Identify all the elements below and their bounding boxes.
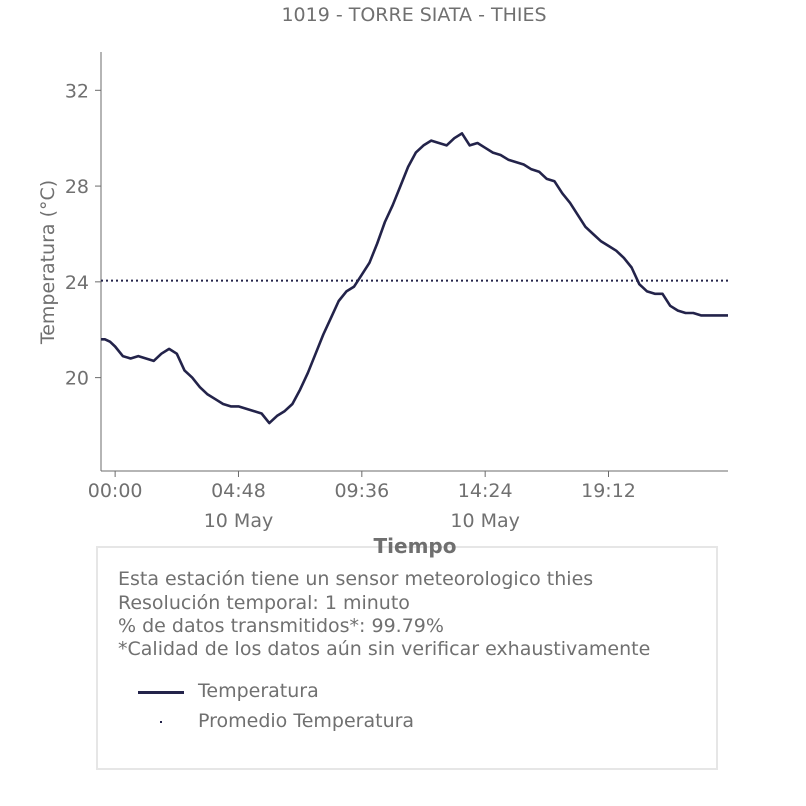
y-tick-label: 32 <box>65 80 89 102</box>
x-tick-label: 04:48 <box>211 480 266 502</box>
info-transmitted-text: % de datos transmitidos*: 99.79% <box>118 615 444 637</box>
info-resolution-text: Resolución temporal: 1 minuto <box>118 592 410 614</box>
info-quality-note: *Calidad de los datos aún sin verificar … <box>118 638 651 660</box>
y-tick-label: 24 <box>65 272 89 294</box>
y-axis-title: Temperatura (°C) <box>37 180 59 345</box>
chart-title: 1019 - TORRE SIATA - THIES <box>281 4 546 26</box>
x-tick-label: 14:24 <box>458 480 513 502</box>
info-sensor-text: Esta estación tiene un sensor meteorolog… <box>118 568 594 590</box>
legend-line-swatch <box>138 691 184 694</box>
legend-item-temperatura: Temperatura <box>198 680 319 702</box>
axes <box>100 52 728 472</box>
x-tick-label: 00:00 <box>88 480 143 502</box>
info-legend-box: Esta estación tiene un sensor meteorolog… <box>96 546 718 770</box>
x-tick-date-label: 10 May <box>204 510 274 532</box>
y-tick-label: 20 <box>65 368 89 390</box>
legend-item-promedio: Promedio Temperatura <box>198 710 415 732</box>
x-tick-label: 19:12 <box>581 480 636 502</box>
x-tick-label: 09:36 <box>334 480 389 502</box>
legend-dot-swatch <box>160 721 162 723</box>
y-axis-ticks: 20 24 28 32 <box>65 80 101 390</box>
x-tick-date-label: 10 May <box>450 510 520 532</box>
series-temperatura <box>101 132 728 425</box>
y-tick-label: 28 <box>65 176 89 198</box>
x-axis-ticks: 00:00 04:48 10 May 09:36 14:24 10 May 19:12 <box>88 471 636 532</box>
series-layer <box>101 132 728 425</box>
